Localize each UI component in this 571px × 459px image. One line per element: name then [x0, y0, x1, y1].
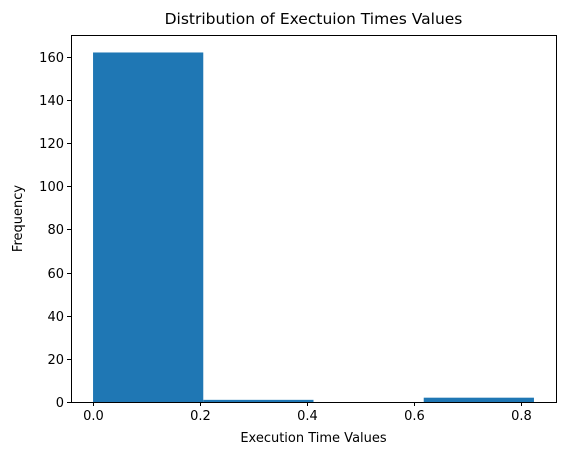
- histogram-bar-0: [93, 52, 204, 402]
- x-tick-label-0: 0.0: [83, 409, 104, 424]
- x-axis-ticks: 0.0 0.2 0.4 0.6 0.8: [83, 402, 532, 424]
- histogram-bar-3: [423, 397, 534, 402]
- y-tick-label-6: 120: [39, 137, 64, 152]
- y-tick-label-0: 0: [56, 396, 64, 411]
- y-tick-label-3: 60: [47, 267, 64, 282]
- y-tick-label-8: 160: [39, 51, 64, 66]
- x-tick-label-2: 0.4: [297, 409, 318, 424]
- y-tick-label-4: 80: [47, 223, 64, 238]
- y-axis-ticks: 0 20 40 60 80 100 120 140 160: [39, 51, 71, 411]
- chart-title: Distribution of Exectuion Times Values: [165, 10, 463, 28]
- plot-frame: [71, 35, 557, 403]
- x-tick-label-4: 0.8: [511, 409, 532, 424]
- x-axis-label: Execution Time Values: [240, 431, 387, 446]
- y-tick-label-1: 20: [47, 353, 64, 368]
- x-tick-label-1: 0.2: [190, 409, 211, 424]
- y-tick-label-5: 100: [39, 180, 64, 195]
- y-tick-label-2: 40: [47, 310, 64, 325]
- bars-layer: [93, 52, 534, 402]
- x-tick-label-3: 0.6: [404, 409, 425, 424]
- y-axis-label: Frequency: [11, 185, 26, 252]
- histogram-bar-1: [203, 399, 314, 402]
- y-tick-label-7: 140: [39, 94, 64, 109]
